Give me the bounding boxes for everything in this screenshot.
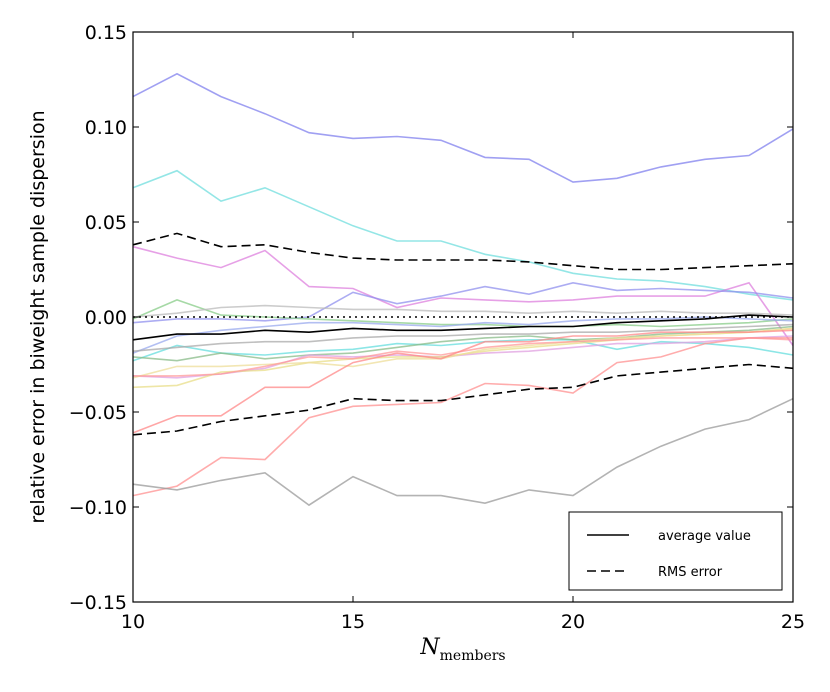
legend: average value RMS error	[568, 511, 783, 591]
series-line-14	[133, 337, 794, 377]
series-line-2	[132, 169, 794, 301]
x-axis-label-subscript: members	[440, 648, 506, 664]
series-line-7	[132, 316, 794, 354]
y-tick-label: −0.05	[69, 402, 127, 424]
y-tick-label: −0.10	[69, 497, 127, 519]
x-axis-label-main: N	[419, 635, 440, 660]
x-tick-label: 25	[781, 611, 805, 633]
y-tick-label: 0.10	[85, 117, 127, 139]
x-axis-label: Nmembers	[419, 635, 505, 664]
series-layer	[132, 72, 794, 507]
y-tick-label: 0.00	[85, 307, 127, 329]
x-tick-label: 20	[561, 611, 585, 633]
series-line-1	[132, 72, 794, 183]
series-line-17	[132, 397, 794, 507]
series-line-9	[132, 325, 794, 362]
y-tick-label: −0.15	[69, 592, 127, 614]
reference-lines-layer	[132, 232, 794, 436]
x-tick-label: 15	[341, 611, 365, 633]
y-tick-label: 0.05	[85, 212, 127, 234]
average-value-line	[132, 314, 794, 341]
series-line-13	[132, 327, 794, 379]
legend-label-rms: RMS error	[658, 565, 723, 580]
series-line-16	[132, 337, 793, 497]
series-line-3	[132, 245, 794, 346]
series-line-10	[132, 323, 794, 352]
y-axis-label: relative error in biweight sample disper…	[27, 110, 49, 523]
series-line-15	[132, 329, 794, 434]
tick-layer: −0.15 −0.10 −0.05 0.00 0.05 0.10 0.15 10 15 20 25	[69, 22, 805, 633]
legend-label-average: average value	[658, 529, 751, 544]
x-tick-label: 10	[121, 611, 145, 633]
legend-box	[568, 511, 783, 591]
y-tick-label: 0.15	[85, 22, 127, 44]
series-line-6	[132, 304, 794, 318]
rms-error-upper-line	[132, 232, 794, 271]
series-line-4	[132, 281, 794, 324]
